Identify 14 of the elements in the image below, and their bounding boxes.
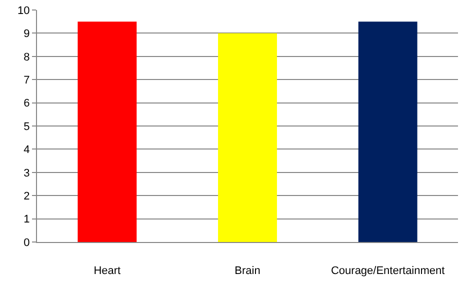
y-tick-label: 0 xyxy=(24,236,30,249)
y-tick-label: 7 xyxy=(24,74,30,86)
y-tick-label: 9 xyxy=(24,28,30,40)
y-tick-label: 6 xyxy=(24,98,30,110)
x-tick-label: Brain xyxy=(234,265,260,278)
y-tick-label: 4 xyxy=(24,144,30,156)
y-tick-label: 8 xyxy=(24,51,30,64)
x-tick-label: Heart xyxy=(94,265,121,278)
y-tick-label: 5 xyxy=(24,120,30,133)
y-tick-label: 2 xyxy=(24,190,30,202)
x-tick-label: Courage/Entertainment xyxy=(330,265,445,278)
y-tick-label: 3 xyxy=(24,167,30,180)
y-tick-label: 10 xyxy=(18,4,30,17)
y-tick-label: 1 xyxy=(24,214,30,226)
